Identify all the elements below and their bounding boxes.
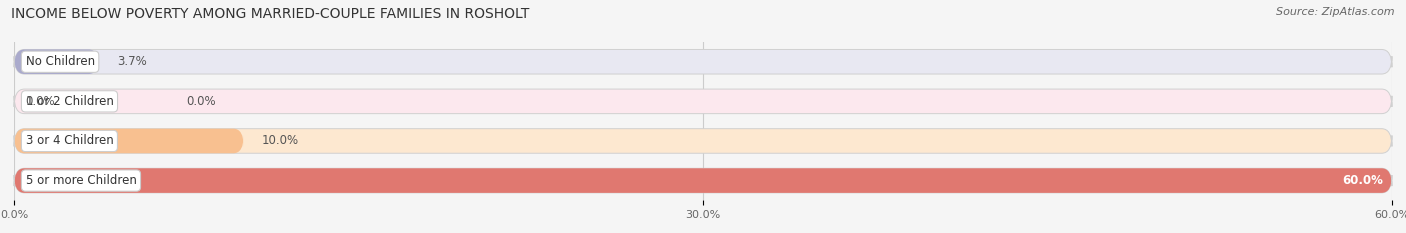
- Text: 5 or more Children: 5 or more Children: [25, 174, 136, 187]
- FancyBboxPatch shape: [14, 129, 243, 153]
- FancyBboxPatch shape: [14, 129, 1392, 153]
- Text: 0.0%: 0.0%: [25, 95, 55, 108]
- Text: No Children: No Children: [25, 55, 94, 68]
- FancyBboxPatch shape: [14, 168, 1392, 193]
- Text: Source: ZipAtlas.com: Source: ZipAtlas.com: [1277, 7, 1395, 17]
- FancyBboxPatch shape: [14, 49, 98, 74]
- FancyBboxPatch shape: [14, 168, 1392, 193]
- Text: 3.7%: 3.7%: [118, 55, 148, 68]
- Text: 0.0%: 0.0%: [186, 95, 217, 108]
- FancyBboxPatch shape: [14, 49, 1392, 74]
- Text: 1 or 2 Children: 1 or 2 Children: [25, 95, 114, 108]
- Text: INCOME BELOW POVERTY AMONG MARRIED-COUPLE FAMILIES IN ROSHOLT: INCOME BELOW POVERTY AMONG MARRIED-COUPL…: [11, 7, 530, 21]
- FancyBboxPatch shape: [14, 89, 1392, 114]
- Text: 60.0%: 60.0%: [1341, 174, 1382, 187]
- Text: 10.0%: 10.0%: [262, 134, 299, 147]
- Text: 3 or 4 Children: 3 or 4 Children: [25, 134, 114, 147]
